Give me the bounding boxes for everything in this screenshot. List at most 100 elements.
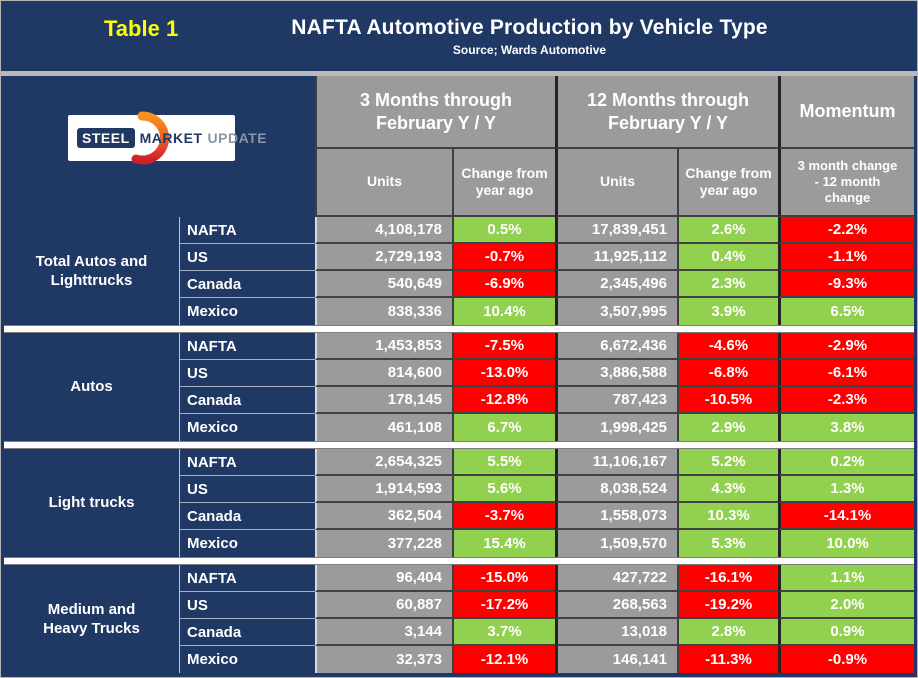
- row-label-region: US: [180, 244, 315, 271]
- row-label-region: Canada: [180, 619, 315, 646]
- vehicle-type-section: Total Autos and Lighttrucks NAFTA 4,108,17…: [4, 217, 914, 325]
- subheader-momentum: 3 month change - 12 month change: [778, 149, 914, 217]
- change-3m-cell: -12.1%: [452, 646, 555, 673]
- row-label-region: NAFTA: [180, 449, 315, 476]
- units-3m-cell: 32,373: [315, 646, 452, 673]
- title-wrap: NAFTA Automotive Production by Vehicle T…: [200, 4, 859, 57]
- vehicle-type-label: Autos: [4, 333, 180, 441]
- change-3m-cell: -12.8%: [452, 387, 555, 414]
- row-label-region: Canada: [180, 271, 315, 298]
- change-12m-cell: -19.2%: [677, 592, 778, 619]
- momentum-cell: -2.2%: [778, 217, 914, 244]
- logo-update-text: UPDATE: [207, 130, 268, 146]
- units-3m-cell: 3,144: [315, 619, 452, 646]
- vehicle-type-label: Total Autos and Lighttrucks: [4, 217, 180, 325]
- momentum-cell: 1.3%: [778, 476, 914, 503]
- units-3m-cell: 1,453,853: [315, 333, 452, 360]
- row-label-region: Canada: [180, 387, 315, 414]
- row-label-region: NAFTA: [180, 217, 315, 244]
- momentum-cell: 2.0%: [778, 592, 914, 619]
- change-3m-cell: 5.6%: [452, 476, 555, 503]
- units-3m-cell: 60,887: [315, 592, 452, 619]
- change-12m-cell: 2.3%: [677, 271, 778, 298]
- column-group-3-months: 3 Months through February Y / Y: [315, 76, 555, 149]
- vehicle-type-label: Light trucks: [4, 449, 180, 557]
- table-number-label: Table 1: [104, 16, 179, 41]
- momentum-cell: -1.1%: [778, 244, 914, 271]
- row-label-region: Canada: [180, 503, 315, 530]
- momentum-cell: 10.0%: [778, 530, 914, 557]
- momentum-cell: 3.8%: [778, 414, 914, 441]
- units-12m-cell: 8,038,524: [555, 476, 677, 503]
- page-title: NAFTA Automotive Production by Vehicle T…: [291, 16, 768, 39]
- change-12m-cell: -10.5%: [677, 387, 778, 414]
- change-12m-cell: -11.3%: [677, 646, 778, 673]
- momentum-cell: -14.1%: [778, 503, 914, 530]
- units-12m-cell: 3,886,588: [555, 360, 677, 387]
- change-3m-cell: -6.9%: [452, 271, 555, 298]
- units-3m-cell: 362,504: [315, 503, 452, 530]
- units-12m-cell: 11,925,112: [555, 244, 677, 271]
- units-3m-cell: 2,729,193: [315, 244, 452, 271]
- change-12m-cell: 2.9%: [677, 414, 778, 441]
- change-3m-cell: 6.7%: [452, 414, 555, 441]
- momentum-cell: 6.5%: [778, 298, 914, 325]
- vehicle-type-section: Autos NAFTA 1,453,853 -7.5% 6,672,436 -4.6% -2…: [4, 333, 914, 441]
- change-12m-cell: 5.2%: [677, 449, 778, 476]
- row-label-region: Mexico: [180, 298, 315, 325]
- momentum-cell: -6.1%: [778, 360, 914, 387]
- table-body: Total Autos and Lighttrucks NAFTA 4,108,17…: [4, 217, 914, 673]
- change-3m-cell: -17.2%: [452, 592, 555, 619]
- change-12m-cell: -4.6%: [677, 333, 778, 360]
- change-12m-cell: -6.8%: [677, 360, 778, 387]
- row-label-region: US: [180, 476, 315, 503]
- change-3m-cell: 0.5%: [452, 217, 555, 244]
- change-12m-cell: -16.1%: [677, 565, 778, 592]
- change-3m-cell: -3.7%: [452, 503, 555, 530]
- row-label-region: Mexico: [180, 646, 315, 673]
- logo-steel-text: STEEL: [77, 128, 135, 148]
- momentum-cell: -9.3%: [778, 271, 914, 298]
- units-12m-cell: 787,423: [555, 387, 677, 414]
- momentum-cell: 0.2%: [778, 449, 914, 476]
- units-3m-cell: 178,145: [315, 387, 452, 414]
- subheader-change-12m: Change from year ago: [677, 149, 778, 217]
- row-label-region: Mexico: [180, 530, 315, 557]
- units-12m-cell: 17,839,451: [555, 217, 677, 244]
- header-divider: [1, 71, 917, 76]
- logo-cell: STEEL MARKET UPDATE: [4, 76, 315, 217]
- change-3m-cell: -0.7%: [452, 244, 555, 271]
- change-3m-cell: 10.4%: [452, 298, 555, 325]
- steel-market-update-logo: STEEL MARKET UPDATE: [68, 111, 267, 165]
- momentum-cell: -0.9%: [778, 646, 914, 673]
- units-12m-cell: 1,998,425: [555, 414, 677, 441]
- units-12m-cell: 6,672,436: [555, 333, 677, 360]
- momentum-cell: -2.9%: [778, 333, 914, 360]
- vehicle-type-label: Medium and Heavy Trucks: [4, 565, 180, 673]
- change-12m-cell: 2.6%: [677, 217, 778, 244]
- row-label-region: Mexico: [180, 414, 315, 441]
- logo-swoosh-icon: [131, 111, 170, 165]
- momentum-cell: -2.3%: [778, 387, 914, 414]
- row-label-region: NAFTA: [180, 333, 315, 360]
- change-3m-cell: 5.5%: [452, 449, 555, 476]
- change-12m-cell: 5.3%: [677, 530, 778, 557]
- units-12m-cell: 3,507,995: [555, 298, 677, 325]
- units-12m-cell: 146,141: [555, 646, 677, 673]
- column-group-momentum: Momentum: [778, 76, 914, 149]
- subheader-change-3m: Change from year ago: [452, 149, 555, 217]
- units-12m-cell: 427,722: [555, 565, 677, 592]
- units-12m-cell: 13,018: [555, 619, 677, 646]
- change-12m-cell: 10.3%: [677, 503, 778, 530]
- row-label-region: US: [180, 360, 315, 387]
- units-12m-cell: 268,563: [555, 592, 677, 619]
- subheader-units-3m: Units: [315, 149, 452, 217]
- change-3m-cell: 3.7%: [452, 619, 555, 646]
- change-3m-cell: 15.4%: [452, 530, 555, 557]
- units-3m-cell: 838,336: [315, 298, 452, 325]
- units-3m-cell: 2,654,325: [315, 449, 452, 476]
- table-header: STEEL MARKET UPDATE 3 Months through Feb…: [4, 76, 914, 217]
- section-separator: [4, 441, 914, 449]
- units-3m-cell: 461,108: [315, 414, 452, 441]
